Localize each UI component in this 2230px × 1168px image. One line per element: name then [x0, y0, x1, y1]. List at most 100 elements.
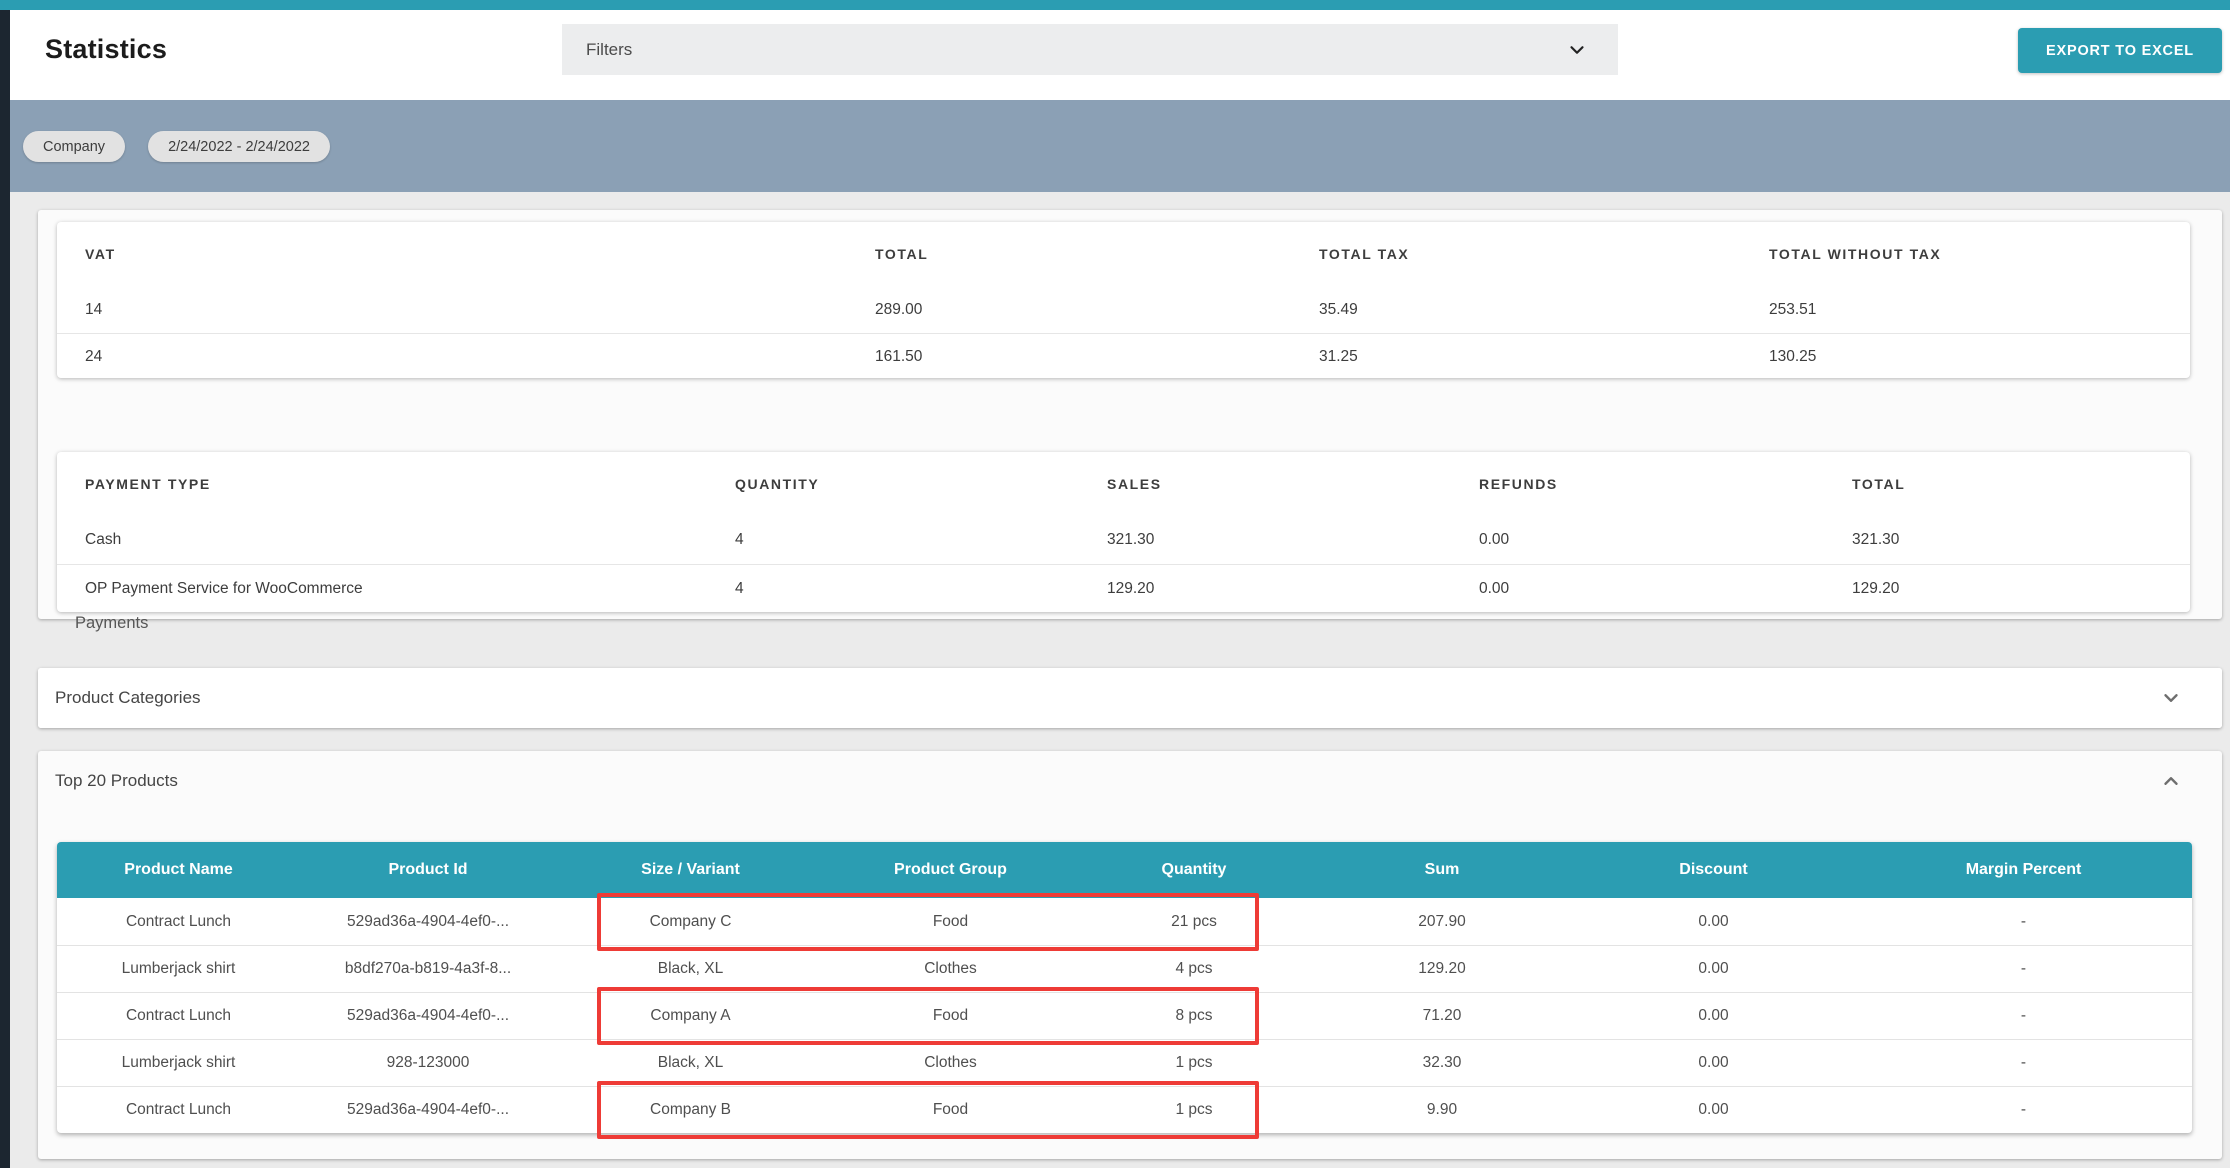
total-without-tax-value: 130.25 — [1769, 348, 1817, 365]
vat-table-header-row: VAT TOTAL TOTAL TAX TOTAL WITHOUT TAX — [57, 222, 2190, 286]
quantity: 8 pcs — [1175, 1007, 1213, 1024]
discount: 0.00 — [1698, 1101, 1729, 1118]
payment-type: OP Payment Service for WooCommerce — [85, 579, 363, 597]
vat-table: VAT TOTAL TOTAL TAX TOTAL WITHOUT TAX 14… — [57, 222, 2190, 378]
total: 129.20 — [1852, 579, 1900, 597]
chevron-down-icon — [1570, 45, 1584, 54]
filter-chip-company[interactable]: Company — [23, 131, 126, 162]
product-categories-toggle[interactable]: Product Categories — [38, 668, 2222, 728]
product-name: Contract Lunch — [125, 1007, 232, 1024]
table-row: 14 289.00 35.49 253.51 — [57, 286, 2190, 333]
product-name-col-header: Product Name — [124, 861, 233, 878]
product-name: Contract Lunch — [125, 912, 232, 930]
quantity: 4 — [735, 531, 744, 548]
app-header: Statistics Filters EXPORT TO EXCEL — [10, 10, 2230, 100]
margin-percent: - — [2020, 1007, 2027, 1024]
quantity-col-header: QUANTITY — [735, 476, 820, 492]
total: 321.30 — [1852, 531, 1900, 548]
sales-col-header: SALES — [1107, 476, 1162, 492]
vat-payments-card: VAT TOTAL TOTAL TAX TOTAL WITHOUT TAX 14… — [38, 210, 2222, 632]
quantity: 4 pcs — [1175, 960, 1213, 977]
total-tax-value: 31.25 — [1319, 348, 1358, 365]
quantity: 1 pcs — [1175, 1054, 1213, 1071]
payment-type-col-header: PAYMENT TYPE — [85, 476, 211, 492]
vat-value: 24 — [85, 348, 103, 365]
discount: 0.00 — [1698, 912, 1729, 930]
page-title: Statistics — [45, 34, 168, 64]
total-col-header: TOTAL — [1852, 476, 1906, 492]
sum: 9.90 — [1426, 1101, 1458, 1118]
product-id: 529ad36a-4904-4ef0-... — [346, 1101, 510, 1118]
table-row: 24 161.50 31.25 130.25 — [57, 333, 2190, 378]
total-without-tax-col-header: TOTAL WITHOUT TAX — [1769, 246, 1942, 262]
discount-col-header: Discount — [1679, 861, 1748, 878]
product-id: 529ad36a-4904-4ef0-... — [346, 1007, 510, 1024]
top-products-table: Product Name Product Id Size / Variant P… — [57, 842, 2192, 1133]
product-categories-card: Product Categories — [38, 668, 2222, 728]
total-tax-col-header: TOTAL TAX — [1319, 246, 1410, 262]
size-variant-col-header: Size / Variant — [641, 861, 740, 878]
quantity: 21 pcs — [1171, 912, 1217, 930]
size-variant: Black, XL — [657, 960, 724, 977]
size-variant: Company A — [650, 1007, 731, 1024]
sum: 207.90 — [1418, 912, 1466, 930]
collapsed-sidebar-rail — [0, 10, 10, 1168]
discount: 0.00 — [1698, 1007, 1729, 1024]
table-row: Cash 4 321.30 0.00 321.30 — [57, 516, 2190, 564]
discount: 0.00 — [1698, 1054, 1729, 1071]
vat-col-header: VAT — [85, 246, 116, 262]
table-row: Contract Lunch 529ad36a-4904-4ef0-... Co… — [57, 898, 2192, 945]
filters-dropdown-label: Filters — [586, 39, 633, 59]
product-group: Clothes — [924, 1054, 977, 1071]
section-title: Top 20 Products — [55, 771, 178, 790]
table-row: Lumberjack shirt b8df270a-b819-4a3f-8...… — [57, 945, 2192, 992]
chevron-up-icon — [2164, 777, 2178, 785]
chevron-down-icon — [2164, 694, 2178, 702]
table-row: Contract Lunch 529ad36a-4904-4ef0-... Co… — [57, 1086, 2192, 1133]
size-variant: Black, XL — [657, 1054, 724, 1071]
quantity: 4 — [735, 579, 744, 597]
vat-value: 14 — [85, 300, 103, 318]
sum-col-header: Sum — [1424, 861, 1460, 878]
product-group-col-header: Product Group — [894, 861, 1007, 878]
top-products-card: Top 20 Products Product Name Product Id … — [38, 751, 2222, 1159]
active-filters-bar: Company 2/24/2022 - 2/24/2022 — [10, 100, 2230, 192]
refunds: 0.00 — [1479, 531, 1510, 548]
filter-chip-list: Company 2/24/2022 - 2/24/2022 — [23, 131, 330, 162]
top-products-toggle[interactable]: Top 20 Products — [38, 751, 2222, 811]
table-row: Lumberjack shirt 928-123000 Black, XL Cl… — [57, 1039, 2192, 1086]
sales: 321.30 — [1107, 531, 1155, 548]
product-group: Food — [932, 912, 969, 930]
sum: 32.30 — [1422, 1054, 1462, 1071]
product-group: Food — [932, 1101, 969, 1118]
top-accent-bar — [0, 0, 2230, 10]
sum: 129.20 — [1418, 960, 1466, 977]
product-name: Lumberjack shirt — [121, 1054, 236, 1071]
sum: 71.20 — [1422, 1007, 1462, 1024]
payment-type: Cash — [85, 531, 122, 548]
table-row: Contract Lunch 529ad36a-4904-4ef0-... Co… — [57, 992, 2192, 1039]
filters-dropdown[interactable]: Filters — [562, 24, 1618, 75]
top-products-header-row: Product Name Product Id Size / Variant P… — [57, 842, 2192, 898]
payments-table-header-row: PAYMENT TYPE QUANTITY SALES REFUNDS TOTA… — [57, 452, 2190, 516]
table-row: OP Payment Service for WooCommerce 4 129… — [57, 564, 2190, 612]
discount: 0.00 — [1698, 960, 1729, 977]
quantity: 1 pcs — [1175, 1101, 1213, 1118]
filter-chip-daterange[interactable]: 2/24/2022 - 2/24/2022 — [148, 131, 330, 162]
total-value: 289.00 — [875, 300, 923, 318]
payments-section-label: Payments — [75, 614, 149, 632]
product-id: 928-123000 — [386, 1054, 470, 1071]
quantity-col-header: Quantity — [1161, 861, 1227, 878]
section-title: Product Categories — [55, 688, 201, 707]
product-name: Lumberjack shirt — [121, 960, 236, 977]
product-name: Contract Lunch — [125, 1101, 232, 1118]
margin-percent: - — [2020, 912, 2027, 930]
sales: 129.20 — [1107, 579, 1155, 597]
refunds-col-header: REFUNDS — [1479, 476, 1558, 492]
margin-percent-col-header: Margin Percent — [1965, 861, 2082, 878]
margin-percent: - — [2020, 960, 2027, 977]
payments-table: PAYMENT TYPE QUANTITY SALES REFUNDS TOTA… — [57, 452, 2190, 612]
export-to-excel-button[interactable]: EXPORT TO EXCEL — [2018, 28, 2222, 73]
size-variant: Company B — [650, 1101, 731, 1118]
